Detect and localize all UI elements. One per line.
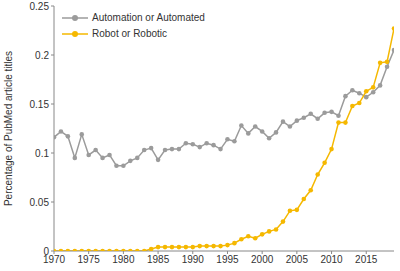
html-text:Robot or Robotic: Robot or Robotic [92,28,167,39]
svg-text:Percentage of PubMed article t: Percentage of PubMed article titles [3,51,14,206]
svg-text:0.05: 0.05 [30,197,50,208]
svg-text:1990: 1990 [182,254,205,265]
svg-text:1995: 1995 [216,254,239,265]
html-text:Automation or Automated: Automation or Automated [92,12,205,23]
svg-text:0.25: 0.25 [30,1,50,12]
svg-text:2000: 2000 [251,254,274,265]
svg-text:0.2: 0.2 [35,50,49,61]
svg-text:1975: 1975 [78,254,101,265]
svg-text:0: 0 [43,246,49,257]
svg-text:2005: 2005 [286,254,309,265]
svg-text:0.15: 0.15 [30,99,50,110]
svg-text:2015: 2015 [355,254,378,265]
svg-text:1985: 1985 [147,254,170,265]
svg-text:2010: 2010 [320,254,343,265]
svg-text:0.1: 0.1 [35,148,49,159]
svg-text:1970: 1970 [42,254,66,266]
svg-text:1980: 1980 [112,254,135,265]
